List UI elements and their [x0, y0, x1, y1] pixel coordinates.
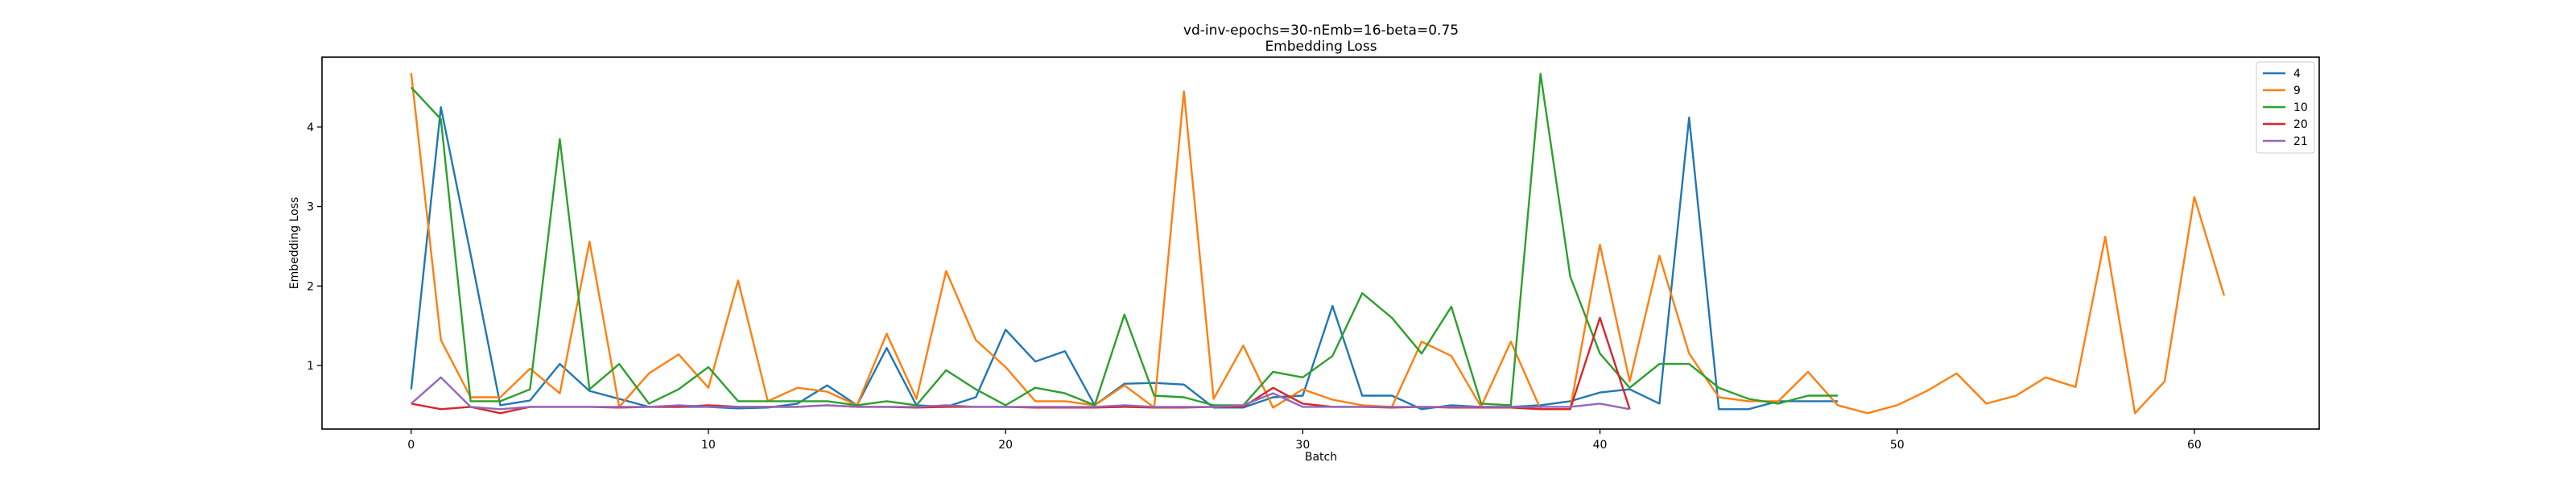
- legend-label: 9: [2293, 85, 2301, 97]
- y-tick-label: 1: [307, 360, 314, 373]
- y-tick-label: 2: [307, 280, 314, 293]
- y-axis-label: Embedding Loss: [288, 197, 301, 290]
- legend-label: 21: [2293, 135, 2308, 148]
- legend-label: 4: [2293, 68, 2301, 80]
- x-tick-label: 30: [1295, 439, 1310, 452]
- chart-subtitle: Embedding Loss: [1265, 39, 1377, 55]
- x-axis-label: Batch: [1305, 451, 1337, 464]
- legend-label: 10: [2293, 101, 2308, 114]
- series-layer: [410, 72, 2226, 415]
- x-tick-label: 10: [701, 439, 716, 452]
- y-tick-label: 3: [307, 201, 314, 214]
- plot-area-frame: [321, 56, 2320, 430]
- series-line-21: [411, 376, 1630, 411]
- chart-title: vd-inv-epochs=30-nEmb=16-beta=0.75: [1183, 23, 1459, 39]
- y-axis: 1 2 3 4: [307, 122, 322, 373]
- y-tick-label: 4: [307, 122, 314, 134]
- legend: 4 9 10 20 21: [2256, 61, 2315, 154]
- x-tick-label: 50: [1890, 439, 1905, 452]
- series-line-9: [410, 72, 2226, 415]
- x-tick-label: 60: [2187, 439, 2202, 452]
- x-tick-label: 40: [1593, 439, 1608, 452]
- series-line-4: [410, 105, 1838, 411]
- series-line-20: [411, 316, 1631, 415]
- x-tick-label: 20: [998, 439, 1013, 452]
- x-axis: 0 10 20 30 40 50 60: [407, 429, 2202, 452]
- legend-label: 20: [2293, 118, 2308, 131]
- x-tick-label: 0: [407, 439, 415, 452]
- series-line-10: [410, 72, 1838, 407]
